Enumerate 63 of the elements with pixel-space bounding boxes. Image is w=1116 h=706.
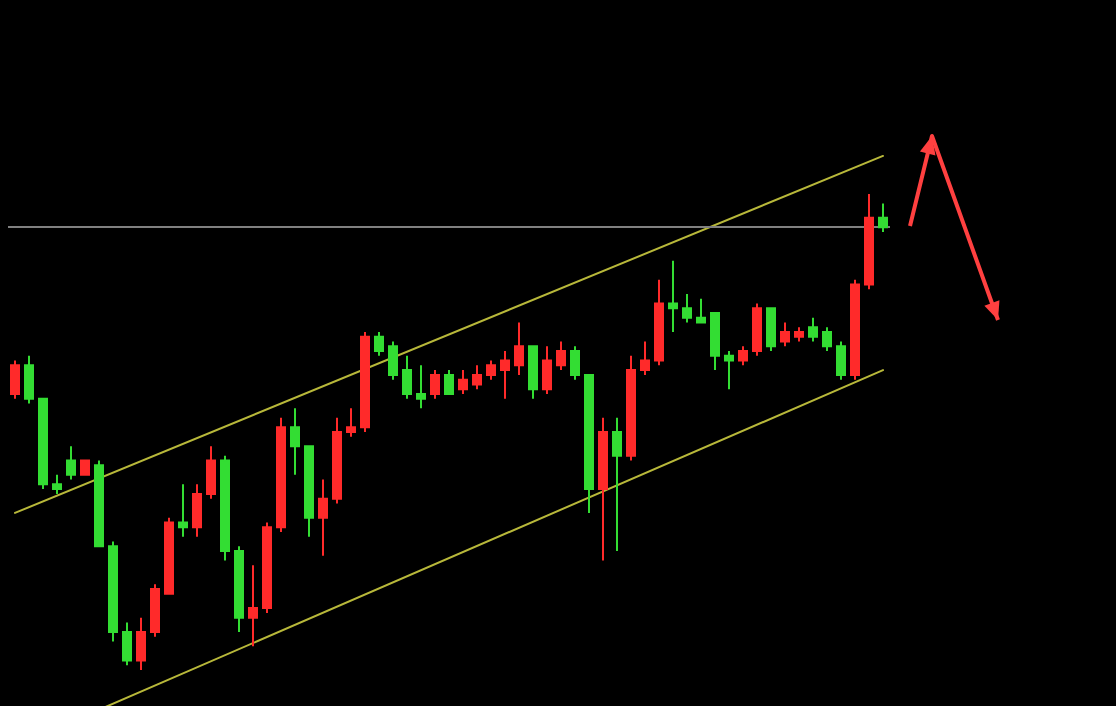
candlestick	[262, 521, 272, 614]
candlestick	[178, 483, 188, 538]
candlestick	[66, 445, 76, 481]
candlestick	[528, 345, 538, 400]
candlestick	[24, 354, 34, 405]
candlestick	[248, 564, 258, 648]
candlestick	[192, 483, 202, 538]
candlestick	[780, 321, 790, 348]
candlestick	[612, 416, 622, 552]
candlestick	[94, 459, 104, 548]
candlestick	[360, 331, 370, 433]
candlestick	[822, 326, 832, 353]
candlestick	[416, 364, 426, 410]
candlestick	[654, 278, 664, 367]
candlestick	[80, 459, 90, 476]
candlestick	[570, 345, 580, 381]
candlestick	[220, 454, 230, 562]
candlestick	[668, 259, 678, 334]
candlestick	[850, 278, 860, 381]
candlestick	[836, 340, 846, 381]
candlestick	[766, 307, 776, 353]
candlestick	[402, 354, 412, 400]
candlestick	[290, 407, 300, 476]
candlestick	[108, 540, 118, 643]
candlestick	[738, 345, 748, 367]
candlestick	[430, 369, 440, 400]
candlestick	[598, 416, 608, 562]
candlestick	[206, 445, 216, 500]
candlestick	[234, 545, 244, 633]
candlestick	[864, 193, 874, 291]
candlestick	[500, 350, 510, 400]
candlestick	[52, 473, 62, 495]
candlestick	[122, 621, 132, 667]
candlestick	[10, 359, 20, 400]
candlestick	[388, 340, 398, 381]
candlestick	[752, 302, 762, 357]
candlestick	[878, 202, 888, 234]
candlestick	[682, 292, 692, 324]
candlestick	[724, 350, 734, 391]
candlestick	[444, 369, 454, 395]
candlestick	[346, 407, 356, 438]
candlestick	[640, 340, 650, 376]
candlestick	[332, 416, 342, 505]
candlestick	[458, 369, 468, 395]
candlestick	[276, 416, 286, 533]
candlestick	[136, 616, 146, 671]
candlestick	[38, 397, 48, 491]
candlestick	[808, 316, 818, 343]
candlestick	[514, 321, 524, 376]
candlestick	[486, 359, 496, 381]
candlestick	[794, 326, 804, 343]
candlestick	[584, 373, 594, 514]
candlestick	[150, 583, 160, 638]
candlestick	[542, 345, 552, 395]
candlestick	[164, 516, 174, 595]
candlestick	[472, 364, 482, 391]
candlestick	[304, 445, 314, 538]
candlestick	[374, 331, 384, 357]
candlestick	[556, 340, 566, 372]
candlestick	[696, 297, 706, 324]
candlestick	[710, 312, 720, 372]
candlestick	[318, 478, 328, 557]
candlestick	[626, 354, 636, 462]
